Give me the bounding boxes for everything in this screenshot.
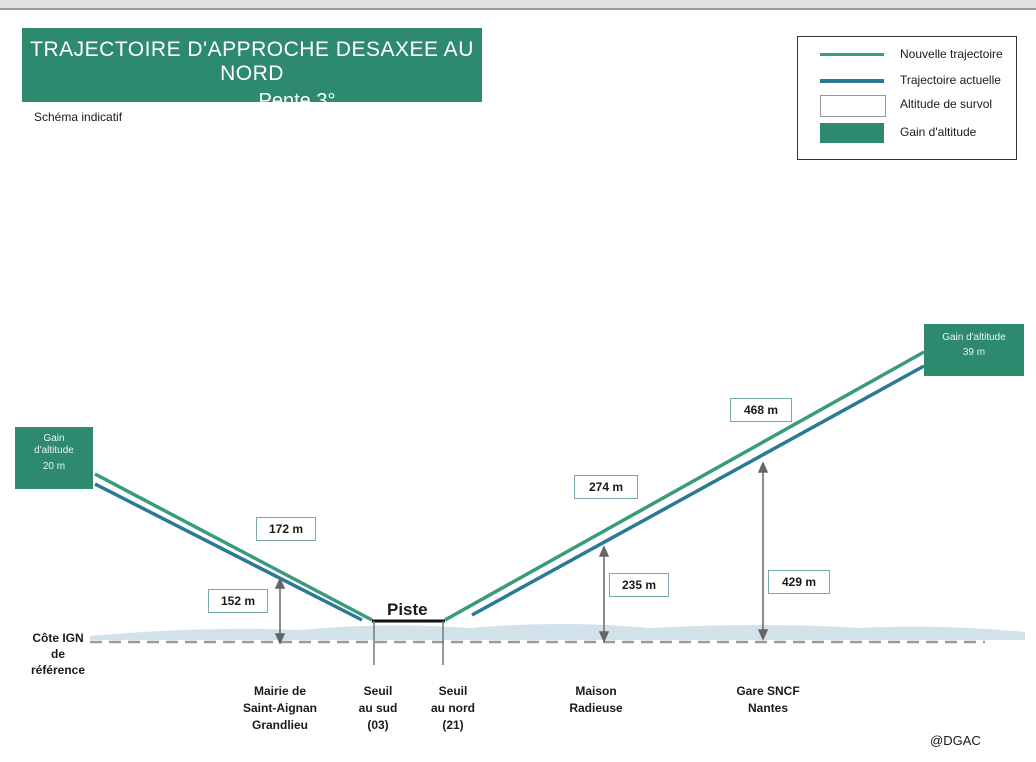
location-line: Maison xyxy=(575,684,617,698)
legend-label: Altitude de survol xyxy=(900,97,993,111)
altitude-maison-current: 235 m xyxy=(609,573,669,597)
legend-label: Nouvelle trajectoire xyxy=(900,47,1003,61)
location-line: (03) xyxy=(367,718,389,732)
title-line-2: Pente 3° xyxy=(258,90,336,112)
reference-line-2: de xyxy=(50,647,65,661)
legend-label: Trajectoire actuelle xyxy=(900,73,1001,87)
gain-right-value: 39 m xyxy=(962,347,986,358)
credit: @DGAC xyxy=(930,733,981,748)
location-line: au nord xyxy=(431,701,475,715)
location-line: Gare SNCF xyxy=(736,684,800,698)
gare-altitude-arrow xyxy=(757,461,769,641)
reference-label: Côte IGN de référence xyxy=(26,630,90,678)
altitude-gare-current: 429 m xyxy=(768,570,830,594)
location-gare-sncf: Gare SNCF Nantes xyxy=(718,683,818,717)
location-line: Saint-Aignan xyxy=(243,701,317,715)
location-line: Seuil xyxy=(438,684,468,698)
location-maison-radieuse: Maison Radieuse xyxy=(556,683,636,717)
location-line: Nantes xyxy=(747,701,788,715)
left-current-trajectory xyxy=(94,482,363,622)
legend-current-trajectory: Trajectoire actuelle xyxy=(798,69,1016,91)
runway-label: Piste xyxy=(387,600,428,619)
location-mairie: Mairie de Saint-Aignan Grandlieu xyxy=(230,683,330,734)
location-line: Radieuse xyxy=(569,701,623,715)
gain-right-label: Gain d'altitude xyxy=(942,332,1006,343)
gain-right-box: Gain d'altitude 39 m xyxy=(924,324,1024,376)
right-current-trajectory xyxy=(471,364,925,617)
gain-left-label-b: d'altitude xyxy=(34,445,74,456)
ground-profile xyxy=(90,624,1025,640)
altitude-left-current: 152 m xyxy=(208,589,268,613)
title-banner: TRAJECTOIRE D'APPROCHE DESAXEE AU NORD P… xyxy=(22,28,482,112)
reference-line-3: référence xyxy=(30,663,86,677)
legend-overflight-altitude: Altitude de survol xyxy=(798,93,1016,117)
location-line: Grandlieu xyxy=(251,718,308,732)
location-line: au sud xyxy=(358,701,398,715)
legend: Nouvelle trajectoire Trajectoire actuell… xyxy=(797,36,1017,160)
gain-left-box: Gain d'altitude 20 m xyxy=(15,427,93,489)
overflight-altitude-swatch xyxy=(820,95,886,117)
location-line: Seuil xyxy=(363,684,393,698)
location-line: (21) xyxy=(442,718,464,732)
location-line: Mairie de xyxy=(253,684,307,698)
right-new-trajectory xyxy=(444,350,925,622)
subtitle: Schéma indicatif xyxy=(34,110,123,124)
legend-new-trajectory: Nouvelle trajectoire xyxy=(798,43,1016,65)
legend-altitude-gain: Gain d'altitude xyxy=(798,121,1016,143)
top-border xyxy=(0,0,1036,10)
location-seuil-nord: Seuil au nord (21) xyxy=(420,683,486,734)
maison-altitude-arrow xyxy=(598,545,610,643)
title-line-1: TRAJECTOIRE D'APPROCHE DESAXEE AU NORD xyxy=(30,38,474,85)
altitude-left-new: 172 m xyxy=(256,517,316,541)
left-new-trajectory xyxy=(94,472,373,622)
gain-left-value: 20 m xyxy=(42,461,66,472)
altitude-maison-new: 274 m xyxy=(574,475,638,499)
altitude-gare-new: 468 m xyxy=(730,398,792,422)
current-trajectory-swatch xyxy=(820,79,884,83)
new-trajectory-swatch xyxy=(820,53,884,56)
gain-left-label-a: Gain xyxy=(43,433,65,444)
mairie-altitude-arrow xyxy=(274,577,286,645)
location-seuil-sud: Seuil au sud (03) xyxy=(348,683,408,734)
legend-label: Gain d'altitude xyxy=(900,125,977,139)
reference-line-1: Côte IGN xyxy=(32,631,84,645)
altitude-gain-swatch xyxy=(820,123,884,143)
